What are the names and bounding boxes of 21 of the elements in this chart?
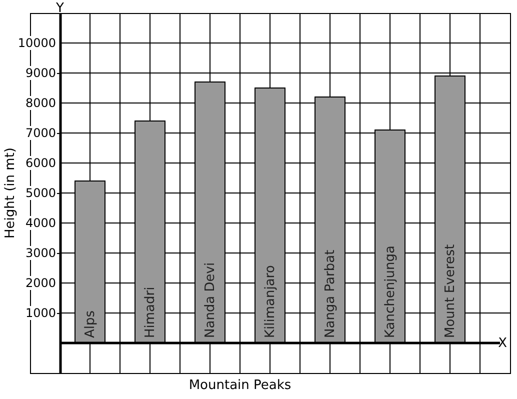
y-axis-title: Height (in mt): [3, 148, 18, 238]
y-tick-label: 10000: [18, 36, 56, 50]
annotation: Y: [55, 1, 64, 16]
x-tick-label: Mount Everest: [443, 244, 458, 338]
annotation: X: [498, 336, 508, 351]
x-tick-label: Alps: [83, 310, 98, 338]
y-tick-label: 6000: [25, 156, 56, 170]
x-tick-label: Nanga Parbat: [323, 250, 338, 338]
y-tick-label: 3000: [25, 246, 56, 260]
y-tick-label: 7000: [25, 126, 56, 140]
y-tick-label: 4000: [25, 216, 56, 230]
x-axis-title: Mountain Peaks: [188, 378, 292, 393]
y-tick-label: 1000: [25, 306, 56, 320]
x-tick-label: Kilimanjaro: [263, 265, 278, 338]
x-tick-label: Kanchenjunga: [383, 246, 398, 338]
y-tick-label: 9000: [25, 66, 56, 80]
x-tick-label: Himadri: [143, 286, 158, 338]
y-tick-label: 2000: [25, 276, 56, 290]
y-tick-label: 8000: [25, 96, 56, 110]
x-tick-label: Nanda Devi: [203, 262, 218, 338]
y-tick-label: 5000: [25, 186, 56, 200]
